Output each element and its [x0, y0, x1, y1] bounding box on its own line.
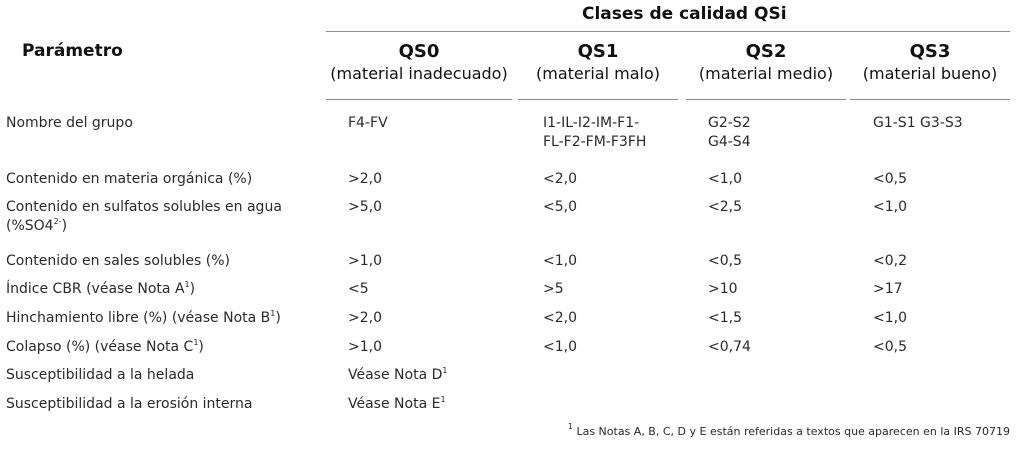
qs2-cell: >10 — [708, 281, 738, 297]
column-header-qs2: QS2 (material medio) — [686, 41, 846, 83]
qs1-cell: <5,0 — [543, 199, 577, 215]
note-superscript: 1 — [442, 366, 448, 375]
row-parameter-unit: (%SO42-) — [6, 217, 282, 236]
unit-superscript: 2- — [53, 217, 62, 226]
qs0-cell: >2,0 — [348, 171, 382, 187]
table-row: Hinchamiento libre (%) (véase Nota B1) — [6, 309, 281, 328]
table-row: Contenido en sulfatos solubles en agua (… — [6, 198, 282, 236]
column-header-qs0: QS0 (material inadecuado) — [326, 41, 512, 83]
qs2-description: (material medio) — [698, 64, 834, 83]
qs3-cell: <1,0 — [873, 199, 907, 215]
table-row: Contenido en materia orgánica (%) — [6, 170, 252, 189]
table-row: Colapso (%) (véase Nota C1) — [6, 338, 204, 357]
qs1-header-divider — [518, 99, 678, 100]
row-parameter: Susceptibilidad a la erosión interna — [6, 396, 253, 412]
note-superscript: 1 — [270, 309, 276, 318]
qs0-cell: Véase Nota E1 — [348, 395, 446, 414]
row-parameter: Colapso (%) (véase Nota C — [6, 339, 194, 355]
qs0-cell: >5,0 — [348, 199, 382, 215]
footnote-text: Las Notas A, B, C, D y E están referidas… — [576, 425, 1010, 438]
table-row: Nombre del grupo — [6, 114, 133, 133]
row-parameter: Hinchamiento libre (%) (véase Nota B — [6, 310, 271, 326]
row-parameter: Susceptibilidad a la helada — [6, 367, 195, 383]
qs1-cell: >5 — [543, 281, 564, 297]
qs2-cell: <1,5 — [708, 310, 742, 326]
column-header-qs1: QS1 (material malo) — [518, 41, 678, 83]
qs0-cell: <5 — [348, 281, 369, 297]
qs1-cell: I1-IL-I2-IM-F1- FL-F2-FM-F3FH — [543, 115, 647, 150]
qs0-description: (material inadecuado) — [330, 64, 508, 83]
qs1-cell: <1,0 — [543, 339, 577, 355]
qs1-cell: <2,0 — [543, 171, 577, 187]
footnote-mark: 1 — [567, 422, 573, 431]
qs2-cell: <0,74 — [708, 339, 751, 355]
note-superscript: 1 — [193, 338, 199, 347]
quality-classes-header: Clases de calidad QSi — [582, 4, 787, 24]
qs0-cell: >2,0 — [348, 310, 382, 326]
qs2-cell: <2,5 — [708, 199, 742, 215]
row-parameter-end: ) — [198, 339, 204, 355]
qs1-cell: <2,0 — [543, 310, 577, 326]
qs2-cell: <1,0 — [708, 171, 742, 187]
footnote: 1 Las Notas A, B, C, D y E están referid… — [567, 422, 1010, 439]
note-superscript: 1 — [440, 395, 446, 404]
qs0-cell: >1,0 — [348, 253, 382, 269]
qs3-code: QS3 — [909, 41, 951, 62]
row-parameter-end: ) — [275, 310, 281, 326]
qs0-header-divider — [326, 99, 512, 100]
note-reference: Véase Nota E — [348, 396, 441, 412]
table-row: Susceptibilidad a la helada — [6, 366, 194, 385]
row-parameter: Contenido en sales solubles (%) — [6, 253, 231, 269]
qs3-description: (material bueno) — [862, 64, 998, 83]
qs3-cell: <0,2 — [873, 253, 907, 269]
qs3-cell: <1,0 — [873, 310, 907, 326]
qs3-header-divider — [850, 99, 1010, 100]
qs0-cell: Véase Nota D1 — [348, 366, 447, 385]
qs1-description: (material malo) — [536, 64, 660, 83]
unit-text: (%SO4 — [6, 218, 54, 234]
row-parameter: Índice CBR (véase Nota A — [6, 281, 185, 297]
table-row: Índice CBR (véase Nota A1) — [6, 280, 195, 299]
row-parameter: Nombre del grupo — [6, 115, 133, 131]
qs1-cell: <1,0 — [543, 253, 577, 269]
qs3-cell: G1-S1 G3-S3 — [873, 115, 963, 131]
qs3-cell: <0,5 — [873, 171, 907, 187]
row-parameter-end: ) — [189, 281, 196, 297]
parameter-column-header: Parámetro — [22, 41, 123, 61]
row-parameter: Contenido en sulfatos solubles en agua — [6, 199, 282, 215]
unit-end: ) — [61, 218, 68, 234]
qs2-code: QS2 — [745, 41, 787, 62]
qs2-cell: G2-S2 G4-S4 — [708, 115, 751, 150]
table-row: Contenido en sales solubles (%) — [6, 252, 230, 271]
qs2-header-divider — [686, 99, 846, 100]
qs0-cell: F4-FV — [348, 115, 388, 131]
table-row: Susceptibilidad a la erosión interna — [6, 395, 252, 414]
row-parameter: Contenido en materia orgánica (%) — [6, 171, 253, 187]
group-header-divider — [326, 31, 1010, 32]
qs3-cell: >17 — [873, 281, 903, 297]
note-superscript: 1 — [184, 280, 190, 289]
column-header-qs3: QS3 (material bueno) — [850, 41, 1010, 83]
qs0-code: QS0 — [398, 41, 440, 62]
qs2-cell: <0,5 — [708, 253, 742, 269]
note-reference: Véase Nota D — [348, 367, 443, 383]
qs1-code: QS1 — [577, 41, 619, 62]
qs3-cell: <0,5 — [873, 339, 907, 355]
qs0-cell: >1,0 — [348, 339, 382, 355]
